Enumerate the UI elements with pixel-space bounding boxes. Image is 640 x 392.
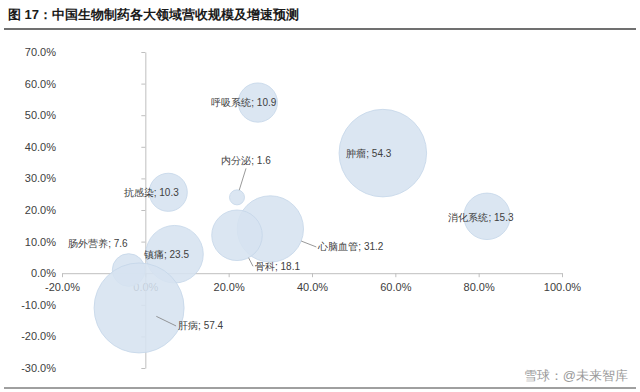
bubble: [94, 263, 184, 353]
y-tick: 50.0%: [25, 109, 146, 121]
x-tick-mark: [229, 273, 230, 277]
y-tick-label: 70.0%: [25, 46, 56, 58]
y-tick-mark: [141, 210, 145, 211]
y-tick: 30.0%: [25, 172, 146, 184]
data-label: 肿瘤; 54.3: [346, 148, 391, 159]
y-tick-label: 60.0%: [25, 78, 56, 90]
y-tick-mark: [141, 178, 145, 179]
leader-line: [156, 316, 176, 326]
y-tick: 10.0%: [25, 236, 146, 248]
x-tick-label: 80.0%: [464, 281, 495, 293]
bubble: [212, 210, 263, 261]
y-tick-mark: [141, 242, 145, 243]
data-label: 镇痛; 23.5: [143, 249, 189, 260]
data-label: 心脑血管; 31.2: [317, 241, 383, 252]
data-label: 呼吸系统; 10.9: [211, 97, 276, 108]
y-tick: 60.0%: [25, 78, 146, 90]
x-tick: 100.0%: [544, 273, 582, 293]
y-tick-mark: [141, 52, 145, 53]
y-tick: 70.0%: [25, 46, 146, 58]
x-tick: 80.0%: [464, 273, 495, 293]
y-tick-mark: [141, 84, 145, 85]
y-tick-mark: [141, 147, 145, 148]
y-tick-label: -20.0%: [21, 330, 56, 342]
leader-line: [249, 258, 253, 267]
y-tick: 20.0%: [25, 204, 146, 216]
bubble: [339, 109, 427, 197]
title: 图 17：中国生物制药各大领域营收规模及增速预测: [8, 7, 299, 22]
x-tick-label: 60.0%: [380, 281, 411, 293]
x-tick-mark: [62, 273, 63, 277]
y-tick-label: 30.0%: [25, 172, 56, 184]
y-tick-mark: [141, 115, 145, 116]
x-tick-mark: [479, 273, 480, 277]
y-tick-label: -10.0%: [21, 299, 56, 311]
x-tick: 20.0%: [214, 273, 245, 293]
data-labels: 呼吸系统; 10.9 肿瘤; 54.3 内分泌; 1.6 抗感染; 10.3 消化系统;…: [68, 97, 514, 331]
watermark: 雪球：@未来智库: [524, 368, 628, 383]
data-label: 消化系统; 15.3: [448, 212, 513, 223]
x-tick: 60.0%: [380, 273, 411, 293]
title-rule: [4, 28, 636, 30]
leader-line: [301, 241, 316, 247]
y-tick-label: 50.0%: [25, 109, 56, 121]
leader-line: [239, 168, 246, 190]
y-tick-mark: [141, 368, 145, 369]
y-tick: -30.0%: [21, 362, 145, 374]
y-tick-label: -30.0%: [21, 362, 56, 374]
bottom-rule: [4, 388, 636, 389]
y-tick: 40.0%: [25, 141, 146, 153]
data-label: 抗感染; 10.3: [124, 187, 179, 198]
x-tick-label: 100.0%: [544, 281, 582, 293]
bubble: [229, 190, 244, 205]
x-tick-mark: [395, 273, 396, 277]
x-tick: 40.0%: [297, 273, 328, 293]
y-tick-label: 40.0%: [25, 141, 56, 153]
y-tick-label: 10.0%: [25, 236, 56, 248]
y-tick-label: 20.0%: [25, 204, 56, 216]
x-tick-mark: [562, 273, 563, 277]
x-tick-mark: [312, 273, 313, 277]
data-label: 肠外营养; 7.6: [68, 238, 128, 249]
data-label: 内分泌; 1.6: [221, 155, 271, 166]
x-tick-label: -20.0%: [45, 281, 80, 293]
data-label: 骨科; 18.1: [255, 261, 300, 272]
chart-svg: 图 17：中国生物制药各大领域营收规模及增速预测 -20.0% 0.0% 20.0% 4…: [0, 0, 640, 392]
y-tick-label: 0.0%: [31, 267, 56, 279]
x-tick-label: 20.0%: [214, 281, 245, 293]
data-label: 肝病; 57.4: [178, 320, 223, 331]
x-tick-label: 40.0%: [297, 281, 328, 293]
chart-container: 图 17：中国生物制药各大领域营收规模及增速预测 -20.0% 0.0% 20.0% 4…: [0, 0, 640, 392]
